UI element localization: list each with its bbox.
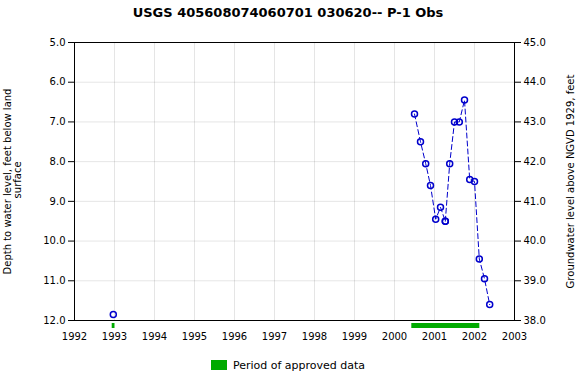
svg-text:8.0: 8.0 (50, 156, 66, 167)
svg-text:6.0: 6.0 (50, 76, 66, 87)
svg-text:11.0: 11.0 (43, 275, 65, 286)
svg-text:Groundwater level above NGVD 1: Groundwater level above NGVD 1929, feet (565, 75, 576, 289)
svg-text:44.0: 44.0 (524, 76, 546, 87)
svg-text:7.0: 7.0 (50, 116, 66, 127)
svg-text:43.0: 43.0 (524, 116, 546, 127)
svg-text:45.0: 45.0 (524, 37, 546, 48)
svg-text:10.0: 10.0 (43, 235, 65, 246)
svg-text:1992: 1992 (62, 331, 87, 342)
svg-text:1998: 1998 (302, 331, 327, 342)
svg-text:42.0: 42.0 (524, 156, 546, 167)
svg-text:2002: 2002 (462, 331, 487, 342)
html-text:Period of approved data: Period of approved data (232, 358, 366, 372)
svg-text:1996: 1996 (222, 331, 247, 342)
svg-text:1995: 1995 (182, 331, 207, 342)
svg-text:1994: 1994 (142, 331, 167, 342)
svg-text:1993: 1993 (102, 331, 127, 342)
svg-text:40.0: 40.0 (524, 235, 546, 246)
svg-text:Depth to water level, feet bel: Depth to water level, feet below land su… (2, 89, 23, 275)
svg-text:1999: 1999 (342, 331, 367, 342)
svg-text:39.0: 39.0 (524, 275, 546, 286)
svg-text:9.0: 9.0 (50, 196, 66, 207)
svg-text:1997: 1997 (262, 331, 287, 342)
svg-text:2000: 2000 (382, 331, 407, 342)
svg-text:5.0: 5.0 (50, 37, 66, 48)
svg-text:2001: 2001 (422, 331, 447, 342)
svg-text:41.0: 41.0 (524, 196, 546, 207)
html-text:USGS 405608074060701 030620--: USGS 405608074060701 030620-- P-1 Obs (132, 5, 444, 20)
svg-text:38.0: 38.0 (524, 315, 546, 326)
svg-text:12.0: 12.0 (43, 315, 65, 326)
svg-text:2003: 2003 (502, 331, 527, 342)
